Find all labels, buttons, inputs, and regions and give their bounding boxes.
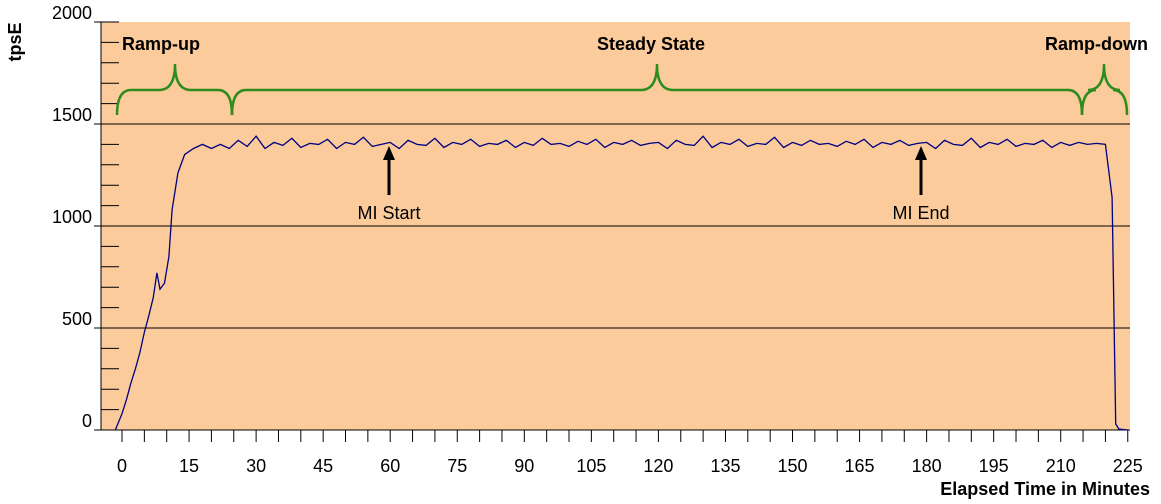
annotation: MI End <box>892 203 949 223</box>
x-tick-label: 180 <box>912 456 942 476</box>
phase-brace <box>230 63 1084 116</box>
x-tick-label: 105 <box>576 456 606 476</box>
x-tick-label: 120 <box>643 456 673 476</box>
x-tick-label: 195 <box>979 456 1009 476</box>
data-line <box>114 135 1128 431</box>
annotation: Ramp-down <box>1045 34 1148 54</box>
x-tick-label: 75 <box>447 456 467 476</box>
x-tick-label: 165 <box>845 456 875 476</box>
y-tick-label: 1500 <box>52 105 92 125</box>
x-tick-label: 60 <box>380 456 400 476</box>
y-tick-label: 1000 <box>52 207 92 227</box>
arrow-head <box>383 146 395 160</box>
x-tick-label: 210 <box>1046 456 1076 476</box>
arrow-head <box>915 146 927 160</box>
x-tick-label: 135 <box>710 456 740 476</box>
phase-brace <box>115 63 234 116</box>
x-tick-label: 30 <box>246 456 266 476</box>
x-tick-label: 90 <box>514 456 534 476</box>
annotation: Steady State <box>597 34 705 54</box>
x-tick-label: 150 <box>777 456 807 476</box>
x-tick-label: 0 <box>117 456 127 476</box>
y-axis-label: tpsE <box>5 22 25 61</box>
y-tick-label: 2000 <box>52 3 92 23</box>
x-tick-label: 15 <box>179 456 199 476</box>
phase-brace <box>1080 63 1129 116</box>
y-tick-label: 0 <box>82 411 92 431</box>
x-tick-label: 45 <box>313 456 333 476</box>
annotation: MI Start <box>357 203 420 223</box>
x-tick-label: 225 <box>1113 456 1143 476</box>
annotation: Ramp-up <box>122 34 200 54</box>
y-tick-label: 500 <box>62 309 92 329</box>
x-axis-label: Elapsed Time in Minutes <box>940 479 1150 499</box>
